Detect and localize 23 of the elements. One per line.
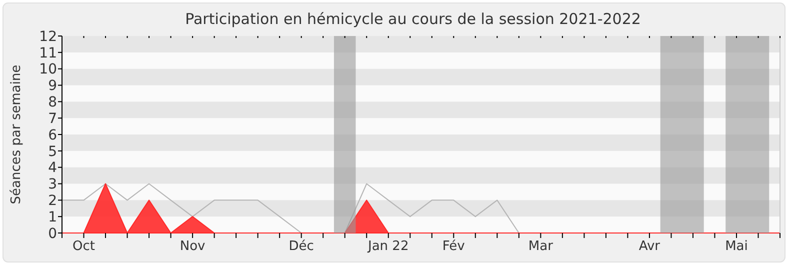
y-tick-label: 8 [48, 94, 57, 111]
x-tick-label: Mai [725, 239, 748, 254]
y-tick-label: 3 [48, 176, 57, 193]
y-tick-label: 4 [48, 160, 58, 176]
y-tick-label: 6 [48, 127, 58, 144]
x-tick-label: Oct [72, 239, 95, 254]
y-tick-label: 1 [48, 209, 57, 226]
x-tick-label: Avr [638, 239, 661, 254]
x-tick-label: Fév [442, 239, 466, 254]
y-axis-title: Séances par semaine [9, 64, 24, 204]
y-tick-label: 9 [48, 78, 57, 94]
y-tick-label: 2 [48, 193, 57, 210]
x-tick-label: Jan 22 [367, 239, 409, 254]
y-tick-label: 0 [48, 226, 57, 242]
x-tick-label: Déc [288, 239, 314, 254]
y-tick-label: 5 [48, 144, 57, 160]
y-tick-label: 11 [39, 45, 57, 62]
x-tick-label: Mar [528, 239, 554, 254]
y-tick-label: 7 [48, 110, 57, 127]
y-tick-label: 10 [39, 62, 57, 78]
chart-title: Participation en hémicycle au cours de la session 2021-2022 [185, 10, 641, 28]
x-tick-label: Nov [180, 239, 206, 254]
y-tick-label: 12 [39, 28, 57, 45]
